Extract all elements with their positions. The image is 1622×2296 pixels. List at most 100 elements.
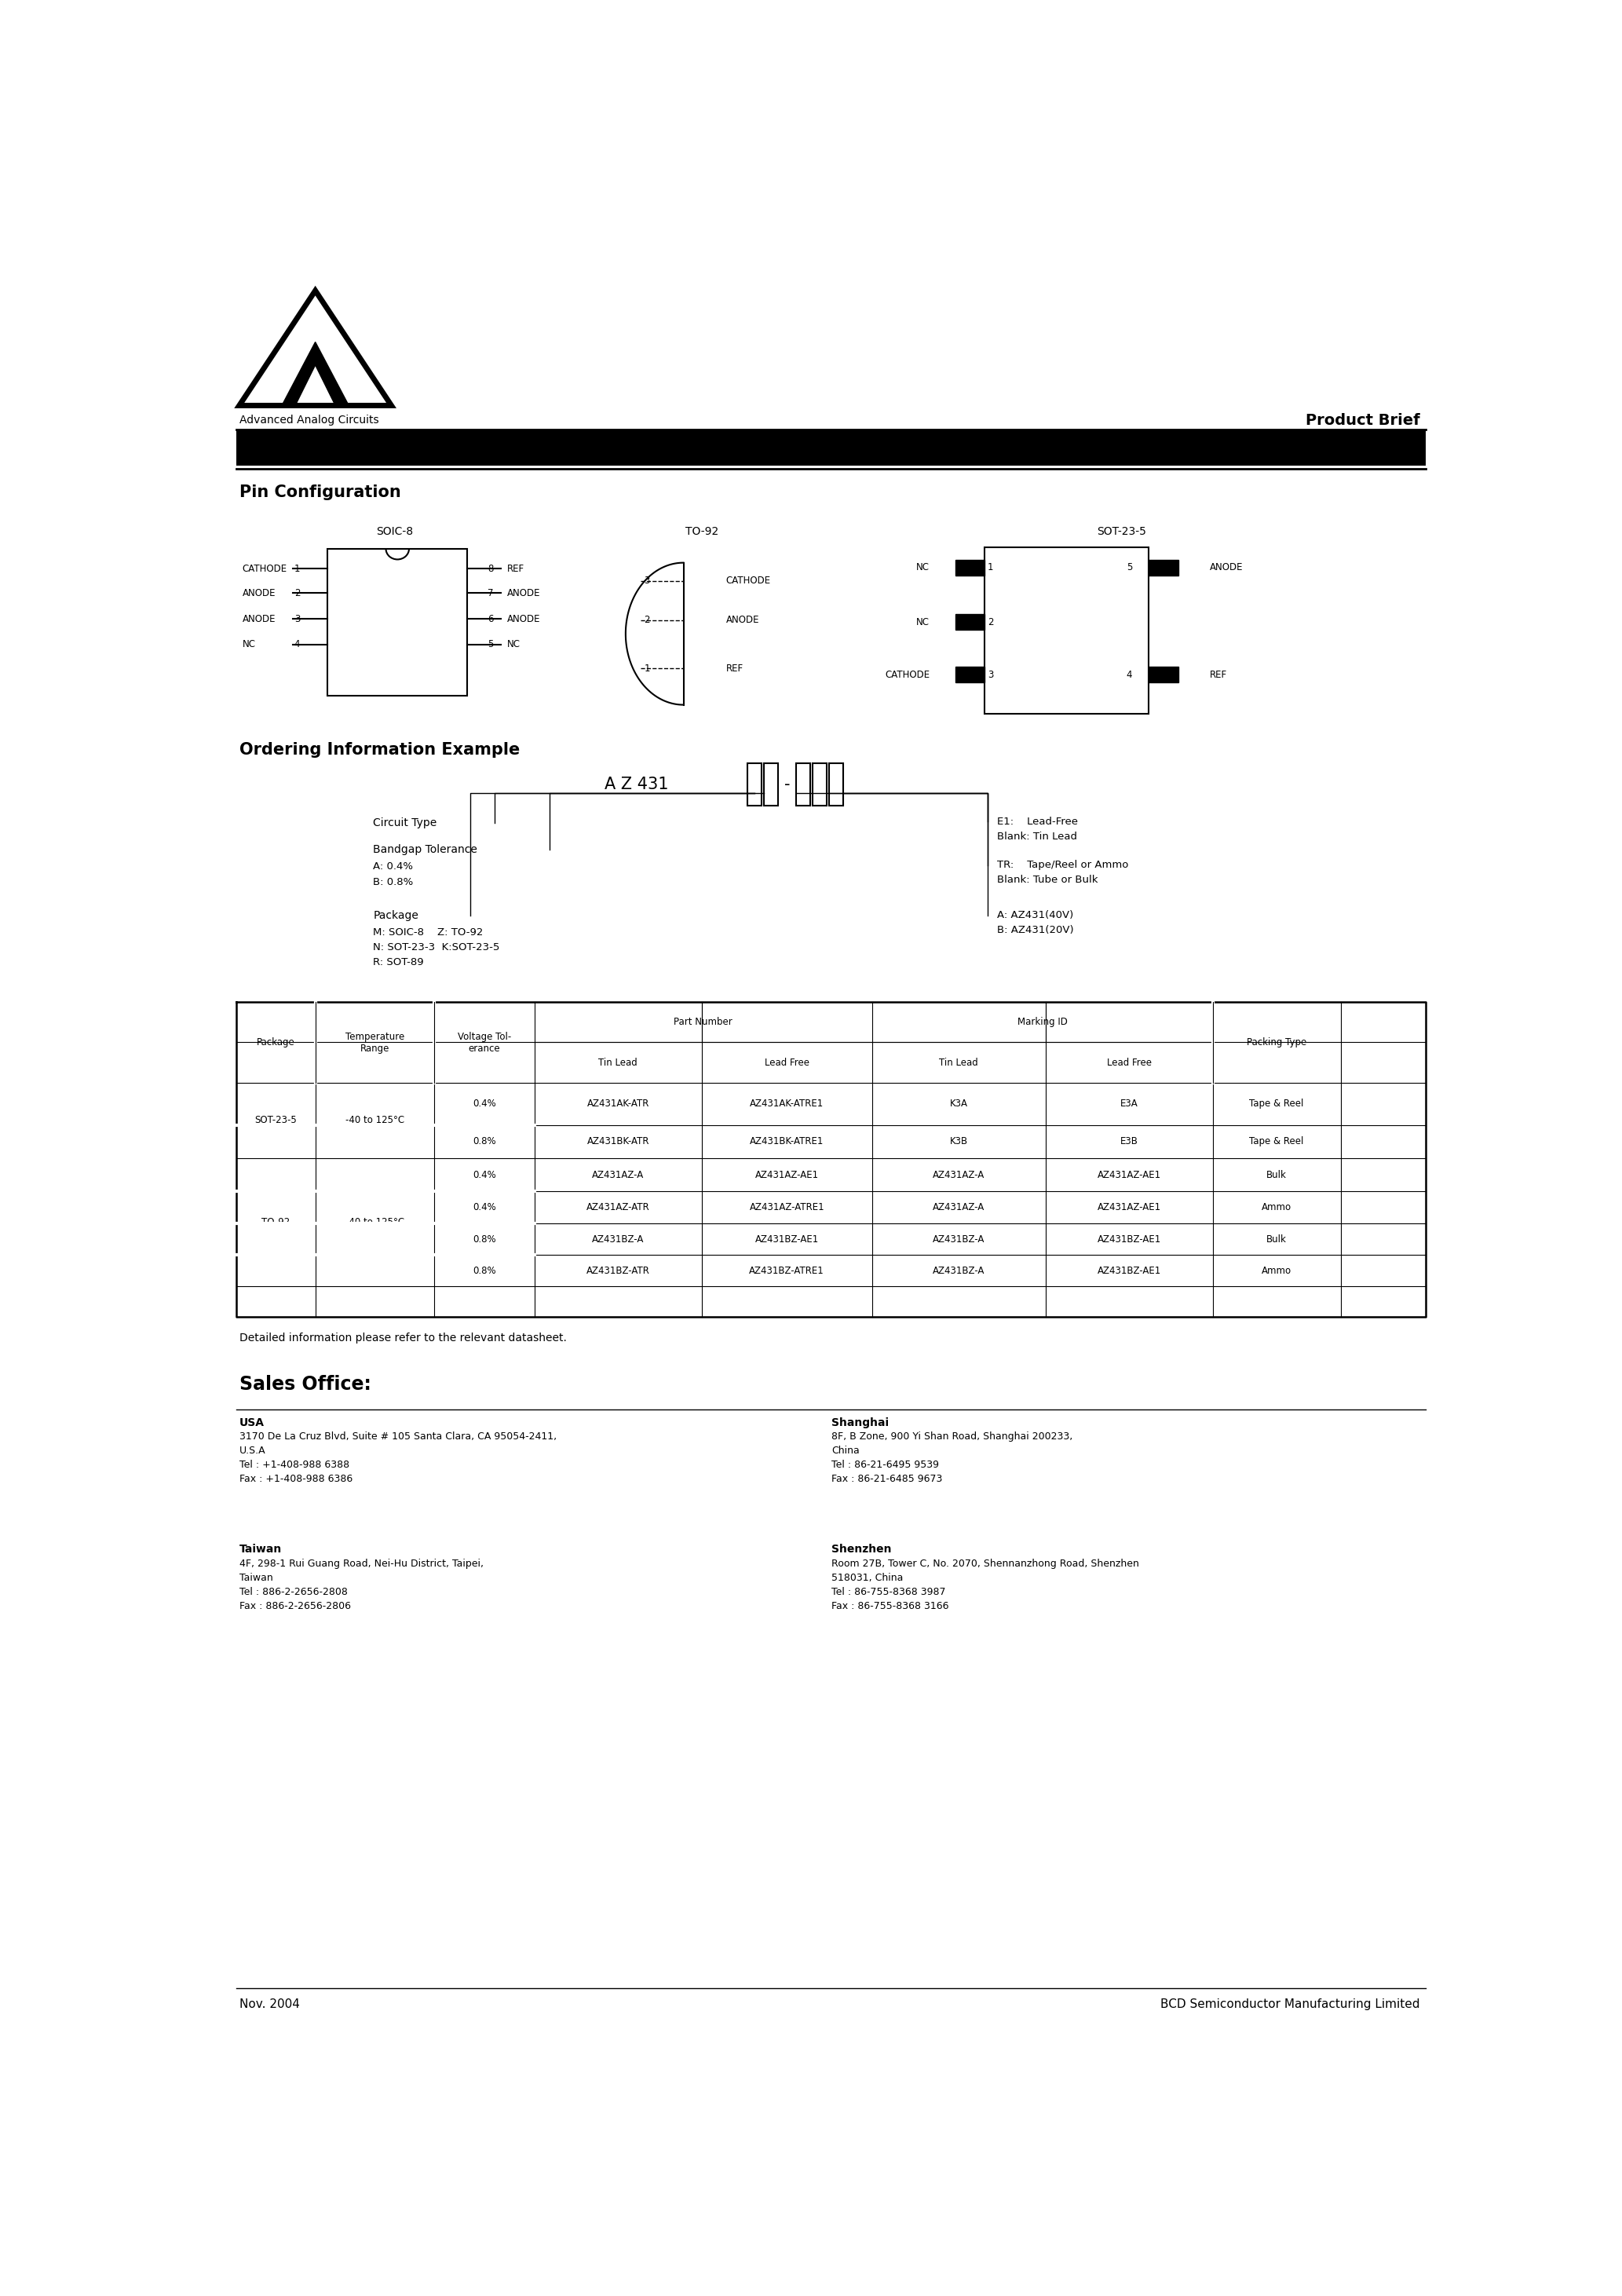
Text: AZ431BZ-A: AZ431BZ-A — [933, 1265, 985, 1277]
Text: Lead Free: Lead Free — [1106, 1058, 1152, 1068]
Text: Blank: Tube or Bulk: Blank: Tube or Bulk — [998, 875, 1098, 886]
Text: 4: 4 — [294, 638, 300, 650]
Text: Shenzhen: Shenzhen — [832, 1543, 892, 1554]
Text: B: 0.8%: B: 0.8% — [373, 877, 414, 886]
Text: 2: 2 — [644, 615, 650, 625]
Text: 0.4%: 0.4% — [472, 1169, 496, 1180]
Text: 8: 8 — [488, 563, 493, 574]
Text: R: SOT-89: R: SOT-89 — [373, 957, 423, 967]
Text: Tape & Reel: Tape & Reel — [1249, 1100, 1304, 1109]
Text: K3B: K3B — [949, 1137, 968, 1146]
Text: 3: 3 — [294, 613, 300, 625]
Text: SOT-23-5: SOT-23-5 — [1096, 526, 1147, 537]
Text: 0.4%: 0.4% — [472, 1203, 496, 1212]
Text: Detailed information please refer to the relevant datasheet.: Detailed information please refer to the… — [240, 1332, 566, 1343]
Text: USA: USA — [240, 1417, 264, 1428]
Text: N: SOT-23-3  K:SOT-23-5: N: SOT-23-3 K:SOT-23-5 — [373, 941, 500, 953]
Text: ANODE: ANODE — [508, 613, 540, 625]
Text: Shanghai: Shanghai — [832, 1417, 889, 1428]
Text: REF: REF — [1210, 670, 1228, 680]
Text: 5: 5 — [1127, 563, 1132, 572]
Text: ADJUSTABLE PRECISION SHUNT REGULATORS: ADJUSTABLE PRECISION SHUNT REGULATORS — [251, 441, 610, 455]
Text: AZ431AZ-A: AZ431AZ-A — [933, 1203, 985, 1212]
Text: Package: Package — [256, 1038, 295, 1047]
Text: NC: NC — [916, 618, 929, 627]
Text: A: 0.4%: A: 0.4% — [373, 861, 414, 872]
Text: E1:    Lead-Free: E1: Lead-Free — [998, 817, 1077, 827]
Text: Sales Office:: Sales Office: — [240, 1375, 371, 1394]
Text: 0.8%: 0.8% — [472, 1235, 496, 1244]
Text: Ordering Information Example: Ordering Information Example — [240, 742, 519, 758]
Text: AZ431AZ-AE1: AZ431AZ-AE1 — [1096, 1169, 1161, 1180]
Text: B: AZ431(20V): B: AZ431(20V) — [998, 925, 1074, 934]
Text: Lead Free: Lead Free — [764, 1058, 809, 1068]
Text: REF: REF — [727, 664, 743, 673]
Text: AZ431AZ-AE1: AZ431AZ-AE1 — [1096, 1203, 1161, 1212]
Text: AZ431BZ-A: AZ431BZ-A — [933, 1235, 985, 1244]
Text: Part Number: Part Number — [673, 1017, 733, 1026]
Text: 4F, 298-1 Rui Guang Road, Nei-Hu District, Taipei,
Taiwan
Tel : 886-2-2656-2808
: 4F, 298-1 Rui Guang Road, Nei-Hu Distric… — [240, 1559, 483, 1612]
Text: AZ431AZ-A: AZ431AZ-A — [592, 1169, 644, 1180]
Text: ANODE: ANODE — [242, 588, 276, 597]
Text: Nov. 2004: Nov. 2004 — [240, 2000, 300, 2011]
Text: Packing Type: Packing Type — [1247, 1038, 1307, 1047]
Text: 8F, B Zone, 900 Yi Shan Road, Shanghai 200233,
China
Tel : 86-21-6495 9539
Fax :: 8F, B Zone, 900 Yi Shan Road, Shanghai 2… — [832, 1433, 1072, 1483]
Text: 0.8%: 0.8% — [472, 1265, 496, 1277]
Text: TO-92: TO-92 — [261, 1217, 290, 1228]
FancyBboxPatch shape — [955, 613, 985, 629]
Text: NC: NC — [508, 638, 521, 650]
Text: CATHODE: CATHODE — [727, 576, 770, 585]
Text: Pin Configuration: Pin Configuration — [240, 484, 401, 501]
Text: Temperature
Range: Temperature Range — [345, 1031, 404, 1054]
Text: AZ431BZ-A: AZ431BZ-A — [592, 1235, 644, 1244]
Text: AZ431AZ-ATRE1: AZ431AZ-ATRE1 — [749, 1203, 824, 1212]
Text: Taiwan: Taiwan — [240, 1543, 282, 1554]
Text: Tape & Reel: Tape & Reel — [1249, 1137, 1304, 1146]
Text: K3A: K3A — [950, 1100, 968, 1109]
Text: 5: 5 — [488, 638, 493, 650]
Text: AZ431BZ-AE1: AZ431BZ-AE1 — [1096, 1265, 1161, 1277]
Text: 0.4%: 0.4% — [472, 1100, 496, 1109]
Text: ANODE: ANODE — [727, 615, 759, 625]
Text: Room 27B, Tower C, No. 2070, Shennanzhong Road, Shenzhen
518031, China
Tel : 86-: Room 27B, Tower C, No. 2070, Shennanzhon… — [832, 1559, 1139, 1612]
Text: ANODE: ANODE — [242, 613, 276, 625]
Text: Bandgap Tolerance: Bandgap Tolerance — [373, 845, 477, 856]
FancyBboxPatch shape — [955, 666, 985, 682]
Text: -40 to 125°C: -40 to 125°C — [345, 1217, 404, 1228]
Text: M: SOIC-8    Z: TO-92: M: SOIC-8 Z: TO-92 — [373, 928, 483, 937]
Polygon shape — [282, 342, 349, 406]
Text: Ammo: Ammo — [1262, 1203, 1291, 1212]
Text: A Z 431: A Z 431 — [605, 776, 668, 792]
Text: 3: 3 — [644, 576, 650, 585]
FancyBboxPatch shape — [1148, 666, 1178, 682]
Text: Advanced Analog Circuits: Advanced Analog Circuits — [240, 416, 378, 425]
Text: Bulk: Bulk — [1267, 1169, 1286, 1180]
Text: Blank: Tin Lead: Blank: Tin Lead — [998, 831, 1077, 843]
Text: 7: 7 — [488, 588, 493, 597]
Text: AZ431BZ-AE1: AZ431BZ-AE1 — [1096, 1235, 1161, 1244]
FancyBboxPatch shape — [1148, 560, 1178, 576]
Text: REF: REF — [508, 563, 524, 574]
Text: 1: 1 — [988, 563, 994, 572]
Text: TR:    Tape/Reel or Ammo: TR: Tape/Reel or Ammo — [998, 861, 1129, 870]
Text: TO-92: TO-92 — [684, 526, 719, 537]
Text: AZ431BZ-ATR: AZ431BZ-ATR — [586, 1265, 650, 1277]
Text: AZ431BZ-AE1: AZ431BZ-AE1 — [754, 1235, 819, 1244]
Text: AZ431BZ-ATRE1: AZ431BZ-ATRE1 — [749, 1265, 824, 1277]
Text: AZ431-A: AZ431-A — [1340, 441, 1408, 455]
Text: SOIC-8: SOIC-8 — [376, 526, 414, 537]
Text: ANODE: ANODE — [1210, 563, 1242, 572]
Text: BCD Semiconductor Manufacturing Limited: BCD Semiconductor Manufacturing Limited — [1160, 2000, 1419, 2011]
Text: 1: 1 — [294, 563, 300, 574]
Text: -: - — [783, 776, 790, 792]
Text: E3B: E3B — [1121, 1137, 1139, 1146]
Text: SOT-23-5: SOT-23-5 — [255, 1116, 297, 1125]
Text: 1: 1 — [644, 664, 650, 673]
Text: 4: 4 — [1126, 670, 1132, 680]
Text: CATHODE: CATHODE — [886, 670, 929, 680]
FancyBboxPatch shape — [955, 560, 985, 576]
Text: 6: 6 — [488, 613, 493, 625]
Text: E3A: E3A — [1121, 1100, 1139, 1109]
Text: AZ431AZ-AE1: AZ431AZ-AE1 — [754, 1169, 819, 1180]
Text: CATHODE: CATHODE — [242, 563, 287, 574]
